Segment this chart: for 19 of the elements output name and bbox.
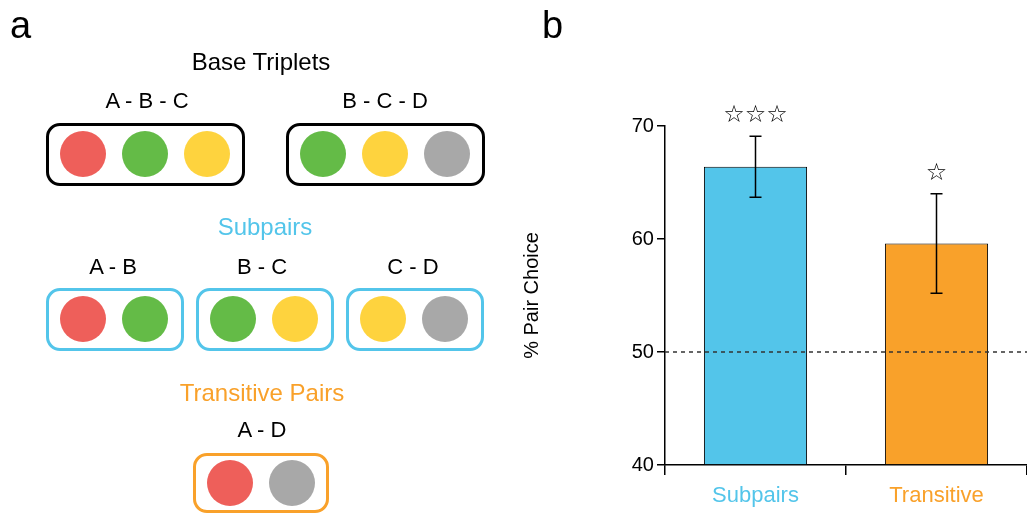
x-tick-label: Transitive <box>889 482 984 508</box>
y-tick-label: 70 <box>631 113 654 136</box>
text: Subpairs <box>217 213 313 241</box>
text: C - D <box>387 254 439 280</box>
text: A - B - C <box>105 88 189 114</box>
y-axis-title: % Pair Choice <box>519 232 542 359</box>
text: A - D <box>237 417 287 443</box>
y-tick-label: 60 <box>631 226 654 249</box>
text: B - C - D <box>342 88 428 114</box>
annotation: ☆ <box>925 158 948 187</box>
text: B - C <box>236 254 288 280</box>
annotation: ☆☆☆ <box>723 100 788 129</box>
y-tick-label: 50 <box>631 339 654 362</box>
text: a <box>10 4 32 46</box>
text: Transitive Pairs <box>179 379 345 407</box>
y-tick-label: 40 <box>631 452 654 475</box>
text: A - B <box>89 254 137 280</box>
chart-title: b <box>542 4 564 46</box>
text: Base Triplets <box>191 48 331 76</box>
